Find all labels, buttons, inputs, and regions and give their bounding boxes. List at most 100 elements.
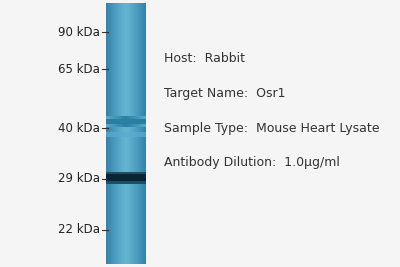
Text: 22 kDa: 22 kDa — [58, 223, 100, 236]
Bar — [129, 116, 130, 127]
Bar — [122, 116, 123, 127]
Bar — [133, 116, 134, 127]
Bar — [113, 116, 114, 127]
Text: 29 kDa: 29 kDa — [58, 172, 100, 185]
Bar — [139, 116, 140, 127]
Text: Antibody Dilution:  1.0μg/ml: Antibody Dilution: 1.0μg/ml — [164, 156, 340, 169]
Bar — [139, 116, 140, 127]
Bar — [113, 3, 114, 264]
Bar — [113, 3, 114, 264]
Bar — [107, 116, 108, 127]
Bar — [133, 3, 134, 264]
Bar — [110, 116, 111, 127]
Bar — [128, 116, 129, 127]
Text: 65 kDa: 65 kDa — [58, 63, 100, 76]
Bar — [122, 3, 123, 264]
Bar — [129, 3, 130, 264]
Bar — [127, 3, 128, 264]
Text: Target Name:  Osr1: Target Name: Osr1 — [164, 87, 286, 100]
Bar — [116, 3, 117, 264]
Bar — [123, 116, 124, 127]
Bar — [125, 3, 126, 264]
Bar — [132, 3, 133, 264]
Bar — [117, 3, 118, 264]
Bar — [111, 116, 112, 127]
Bar — [108, 116, 109, 127]
Bar — [119, 116, 120, 127]
Bar — [111, 3, 112, 264]
Text: Sample Type:  Mouse Heart Lysate: Sample Type: Mouse Heart Lysate — [164, 122, 380, 135]
Bar — [120, 116, 121, 127]
Bar — [123, 116, 124, 127]
Bar — [109, 116, 110, 127]
Bar — [125, 3, 126, 264]
Bar — [144, 116, 145, 127]
Bar — [118, 116, 119, 127]
Bar — [124, 116, 125, 127]
Bar — [121, 3, 122, 264]
Bar — [112, 116, 113, 127]
Bar — [137, 3, 138, 264]
Bar — [142, 3, 143, 264]
Bar — [136, 116, 137, 127]
Bar — [109, 3, 110, 264]
Bar — [145, 3, 146, 264]
Bar — [127, 116, 128, 127]
Bar — [119, 3, 120, 264]
Bar — [130, 116, 131, 127]
Bar — [120, 3, 121, 264]
Bar — [121, 116, 122, 127]
Bar — [115, 116, 116, 127]
Bar — [141, 3, 142, 264]
Bar — [129, 116, 130, 127]
Bar — [106, 172, 146, 184]
Bar — [123, 3, 124, 264]
Bar — [131, 3, 132, 264]
Bar — [143, 116, 144, 127]
Bar — [124, 3, 125, 264]
Text: Host:  Rabbit: Host: Rabbit — [164, 52, 245, 65]
Bar — [132, 116, 133, 127]
Bar — [115, 3, 116, 264]
Bar — [106, 3, 107, 264]
Bar — [145, 116, 146, 127]
Bar — [117, 116, 118, 127]
Bar — [135, 3, 136, 264]
Bar — [112, 3, 113, 264]
Bar — [111, 116, 112, 127]
Bar — [109, 3, 110, 264]
Bar — [114, 116, 115, 127]
Bar — [115, 3, 116, 264]
Bar — [106, 132, 146, 137]
Bar — [133, 3, 134, 264]
Bar — [143, 3, 144, 264]
Bar — [117, 116, 118, 127]
Bar — [143, 116, 144, 127]
Bar — [110, 3, 111, 264]
Bar — [119, 3, 120, 264]
Bar — [127, 116, 128, 127]
Bar — [107, 3, 108, 264]
Bar — [131, 3, 132, 264]
Bar — [131, 116, 132, 127]
Bar — [138, 3, 139, 264]
Bar — [137, 116, 138, 127]
Bar — [113, 116, 114, 127]
Text: 90 kDa: 90 kDa — [58, 26, 100, 38]
Bar — [144, 3, 145, 264]
Bar — [133, 116, 134, 127]
Bar — [135, 3, 136, 264]
Bar — [136, 3, 137, 264]
Bar — [129, 3, 130, 264]
Bar — [143, 3, 144, 264]
Bar — [135, 116, 136, 127]
Bar — [111, 3, 112, 264]
Bar — [123, 3, 124, 264]
Bar — [125, 116, 126, 127]
Bar — [141, 3, 142, 264]
Bar — [145, 3, 146, 264]
Bar — [106, 119, 146, 124]
Bar — [115, 116, 116, 127]
Bar — [106, 174, 146, 181]
Bar — [121, 116, 122, 127]
